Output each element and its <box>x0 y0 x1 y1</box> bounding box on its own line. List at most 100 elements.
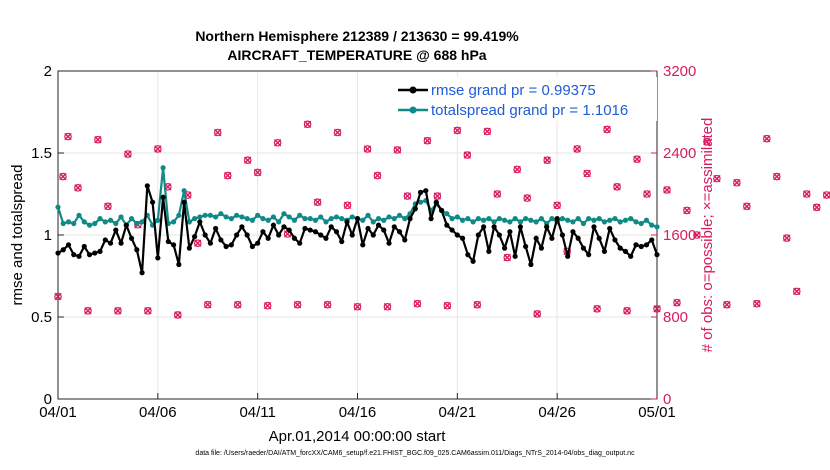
obs-possible-marker <box>333 128 342 137</box>
obs-possible-marker <box>213 128 222 137</box>
series-point <box>386 240 392 246</box>
series-point <box>286 227 292 233</box>
series-point <box>617 245 623 251</box>
obs-assimilated-marker <box>303 120 312 128</box>
series-point <box>617 219 623 225</box>
series-point <box>170 219 177 225</box>
series-point <box>265 235 271 241</box>
series-point <box>81 219 87 225</box>
series-point <box>118 214 124 220</box>
obs-possible-marker <box>233 300 242 309</box>
series-point <box>234 212 240 218</box>
series-point <box>570 219 576 225</box>
series-point <box>339 238 345 245</box>
series-point <box>249 243 256 250</box>
series-point <box>396 229 403 235</box>
obs-possible-marker <box>613 183 621 191</box>
obs-possible-marker <box>763 134 771 143</box>
series-point <box>128 216 135 222</box>
obs-possible-marker <box>154 145 162 153</box>
series-point <box>601 219 608 225</box>
series-point <box>128 235 135 241</box>
series-point <box>360 217 366 223</box>
series-point <box>249 217 256 223</box>
series-point <box>155 255 161 261</box>
series-point <box>491 224 497 230</box>
series-point <box>649 237 655 243</box>
series-point <box>601 248 608 254</box>
obs-assimilated-marker <box>463 151 472 159</box>
obs-assimilated-marker <box>373 171 382 180</box>
series-point <box>381 227 387 233</box>
series-point <box>176 261 182 268</box>
series-point <box>438 207 445 213</box>
series-point <box>649 222 655 228</box>
series-point <box>454 232 460 238</box>
series-point <box>276 232 282 238</box>
series-point <box>92 250 98 256</box>
series-point <box>643 217 650 223</box>
series-point <box>423 188 429 194</box>
y2-tick-label: 3200 <box>663 63 696 80</box>
obs-assimilated-marker <box>683 206 691 215</box>
obs-assimilated-marker <box>443 302 452 310</box>
series-point <box>507 219 513 225</box>
obs-possible-marker <box>84 307 92 315</box>
series-point <box>481 217 487 223</box>
x-axis-label: Apr.01,2014 00:00:00 start <box>269 428 447 445</box>
obs-possible-marker <box>802 190 811 198</box>
obs-possible-marker <box>583 169 591 178</box>
obs-possible-marker <box>693 231 701 239</box>
series-point <box>523 216 529 222</box>
legend: rmse grand pr = 0.99375 totalspread gran… <box>393 77 657 121</box>
y2-tick-label: 1600 <box>663 227 696 244</box>
series-point <box>533 235 539 241</box>
series-point <box>149 199 156 205</box>
series-point <box>565 253 571 259</box>
series-point <box>402 237 408 243</box>
series-point <box>596 235 602 241</box>
obs-possible-marker <box>593 304 601 313</box>
obs-possible-marker <box>733 178 741 187</box>
series-point <box>549 235 555 241</box>
series-point <box>412 206 418 212</box>
series-point <box>113 220 119 227</box>
series-point <box>391 224 397 230</box>
series-point <box>475 232 481 238</box>
series-point <box>396 212 403 218</box>
series-point <box>107 217 114 223</box>
series-point <box>381 217 387 223</box>
series-point <box>570 229 576 235</box>
obs-assimilated-marker <box>723 301 731 309</box>
series-point <box>228 242 234 248</box>
series-point <box>234 232 240 238</box>
series-point <box>65 242 72 248</box>
obs-possible-marker <box>303 120 312 129</box>
obs-assimilated-marker <box>333 128 342 137</box>
series-point <box>628 253 634 259</box>
obs-assimilated-marker <box>633 155 641 163</box>
series-point <box>444 211 450 217</box>
series-point <box>123 222 129 228</box>
series-point <box>533 219 539 225</box>
series-point <box>433 199 439 205</box>
series-point <box>97 216 103 222</box>
obs-assimilated-marker <box>653 305 661 313</box>
obs-assimilated-marker <box>194 239 202 247</box>
series-point <box>228 216 234 222</box>
obs-assimilated-marker <box>663 186 671 194</box>
obs-possible-marker <box>243 156 252 164</box>
series-point <box>186 219 192 225</box>
series-point <box>528 217 534 223</box>
y-tick-label: 0.5 <box>31 309 52 326</box>
obs-possible-marker <box>104 202 112 211</box>
chart-subtitle: AIRCRAFT_TEMPERATURE @ 688 hPa <box>227 47 486 63</box>
obs-possible-marker <box>633 155 641 163</box>
series-point <box>255 212 261 218</box>
series-point <box>475 216 481 222</box>
series-point <box>638 220 644 227</box>
series-point <box>559 232 566 238</box>
series-point <box>155 217 161 223</box>
obs-markers <box>54 120 830 319</box>
obs-assimilated-marker <box>533 310 541 318</box>
